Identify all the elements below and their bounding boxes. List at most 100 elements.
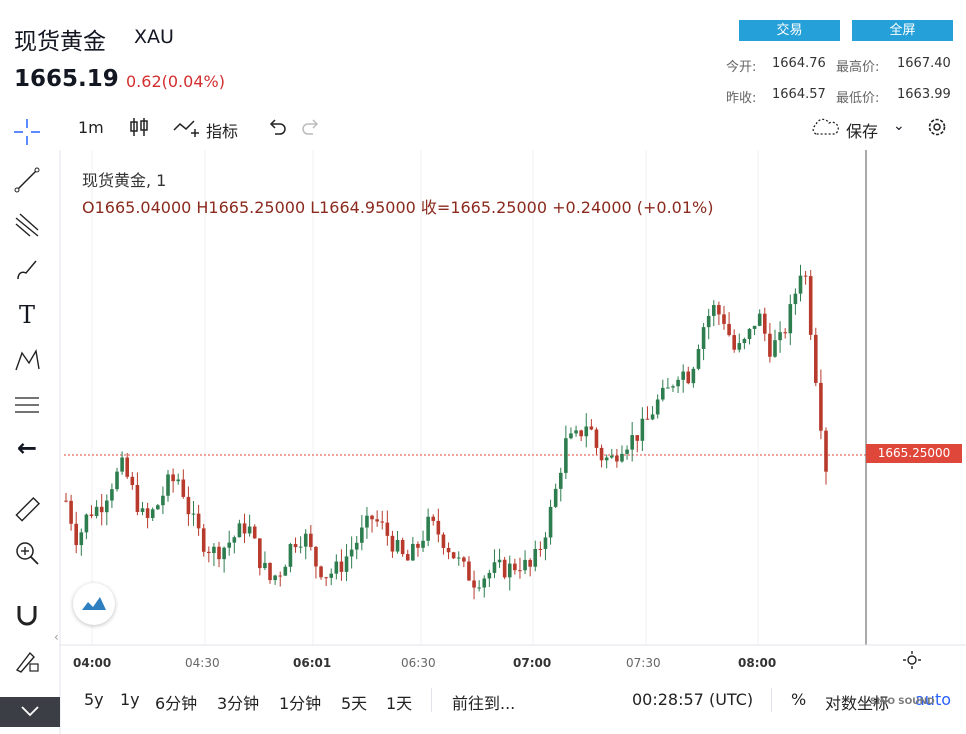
candle-body bbox=[375, 519, 379, 522]
candle-body bbox=[762, 313, 767, 334]
candle-body bbox=[635, 435, 640, 441]
arrow-left-icon[interactable]: ← bbox=[16, 434, 38, 462]
utc-clock[interactable]: 00:28:57 (UTC) bbox=[632, 690, 754, 709]
candle-body bbox=[130, 476, 135, 485]
range-6min[interactable]: 6分钟 bbox=[155, 694, 198, 713]
fullscreen-button[interactable]: 全屏 bbox=[852, 20, 953, 41]
range-1y[interactable]: 1y bbox=[120, 690, 140, 709]
candle-body bbox=[349, 549, 354, 557]
collapse-toolbar-button[interactable] bbox=[0, 697, 60, 727]
percent-toggle[interactable]: % bbox=[791, 690, 807, 709]
lock-drawing-icon[interactable] bbox=[0, 640, 54, 680]
measure-lines-icon[interactable] bbox=[0, 385, 54, 425]
candle-body bbox=[79, 532, 84, 546]
candle-body bbox=[671, 386, 675, 388]
candle-body bbox=[543, 537, 548, 549]
candle-body bbox=[467, 561, 471, 581]
candle-body bbox=[752, 325, 757, 329]
range-3min[interactable]: 3分钟 bbox=[217, 694, 260, 713]
trade-button[interactable]: 交易 bbox=[739, 20, 840, 41]
candle-body bbox=[747, 328, 752, 340]
candle-body bbox=[584, 426, 589, 437]
chart-logo-icon[interactable] bbox=[73, 583, 115, 625]
candle-body bbox=[564, 438, 568, 473]
candles bbox=[64, 264, 828, 600]
interval-button[interactable]: 1m bbox=[78, 118, 104, 137]
indicators-button[interactable]: 指标 bbox=[206, 122, 239, 141]
candle-body bbox=[140, 508, 145, 512]
candle-body bbox=[120, 457, 124, 472]
redo-icon[interactable] bbox=[300, 116, 322, 142]
candle-body bbox=[380, 521, 385, 523]
candle-body bbox=[604, 457, 609, 461]
candle-body bbox=[156, 505, 160, 510]
time-tick: 04:00 bbox=[73, 656, 112, 670]
candle-body bbox=[125, 457, 130, 477]
candle-body bbox=[655, 399, 660, 415]
magnet-icon[interactable] bbox=[0, 595, 54, 635]
trend-line-icon[interactable] bbox=[0, 160, 54, 200]
candle-body bbox=[482, 578, 487, 588]
chart-grid bbox=[91, 150, 759, 645]
candle-body bbox=[411, 543, 415, 561]
candle-body bbox=[354, 542, 359, 550]
pattern-icon[interactable] bbox=[0, 340, 54, 380]
log-scale-toggle[interactable]: 对数坐标 bbox=[825, 694, 890, 713]
candle-body bbox=[196, 513, 201, 529]
candle-body bbox=[451, 552, 456, 559]
undo-icon[interactable] bbox=[266, 116, 288, 142]
prev-close-label: 昨收: bbox=[726, 91, 757, 106]
range-5d[interactable]: 5天 bbox=[341, 694, 368, 713]
auto-scale-toggle[interactable]: auto bbox=[915, 690, 952, 709]
indicators-icon[interactable] bbox=[172, 116, 202, 142]
zoom-in-icon[interactable] bbox=[0, 533, 54, 573]
candle-body bbox=[252, 526, 257, 539]
candle-body bbox=[824, 430, 828, 472]
pitchfork-icon[interactable] bbox=[0, 205, 54, 245]
candle-body bbox=[615, 455, 619, 462]
candle-body bbox=[166, 474, 170, 496]
panel-toggle-icon[interactable]: ‹ bbox=[54, 630, 59, 644]
goto-button[interactable]: 前往到... bbox=[452, 694, 516, 713]
candle-body bbox=[416, 543, 420, 548]
ruler-icon[interactable] bbox=[0, 490, 54, 530]
time-tick: 04:30 bbox=[185, 656, 220, 670]
candle-body bbox=[737, 343, 742, 350]
candle-body bbox=[569, 433, 573, 439]
candle-body bbox=[594, 429, 599, 448]
instrument-symbol: XAU bbox=[134, 26, 174, 48]
candle-body bbox=[808, 276, 813, 335]
candle-body bbox=[360, 527, 364, 543]
candle-body bbox=[99, 506, 104, 513]
candle-style-icon[interactable] bbox=[128, 116, 150, 142]
candle-body bbox=[676, 379, 680, 387]
candle-body bbox=[314, 546, 318, 567]
range-1d[interactable]: 1天 bbox=[386, 694, 413, 713]
candle-body bbox=[553, 488, 558, 507]
crosshair-icon[interactable] bbox=[12, 117, 42, 151]
candle-body bbox=[513, 563, 517, 571]
range-1min[interactable]: 1分钟 bbox=[279, 694, 322, 713]
candle-body bbox=[273, 575, 277, 581]
legend-title[interactable]: 现货黄金, 1 bbox=[82, 171, 167, 190]
gear-icon[interactable] bbox=[924, 114, 950, 144]
text-tool-icon[interactable]: T bbox=[18, 301, 35, 329]
save-button[interactable]: 保存 bbox=[846, 122, 879, 141]
chevron-down-icon[interactable]: ⌄ bbox=[893, 118, 905, 134]
settings-sun-icon[interactable] bbox=[902, 650, 922, 674]
brush-icon[interactable] bbox=[0, 250, 54, 290]
candle-body bbox=[711, 305, 716, 316]
candle-body bbox=[145, 508, 150, 518]
candle-body bbox=[599, 447, 604, 461]
cloud-icon[interactable] bbox=[808, 116, 842, 142]
candle-body bbox=[344, 556, 349, 572]
candle-body bbox=[456, 557, 461, 559]
candle-body bbox=[324, 577, 328, 579]
candle-body bbox=[283, 566, 288, 576]
candle-body bbox=[176, 479, 181, 482]
candle-body bbox=[574, 430, 578, 434]
range-5y[interactable]: 5y bbox=[84, 690, 104, 709]
candle-body bbox=[757, 313, 762, 326]
candle-body bbox=[135, 484, 140, 512]
